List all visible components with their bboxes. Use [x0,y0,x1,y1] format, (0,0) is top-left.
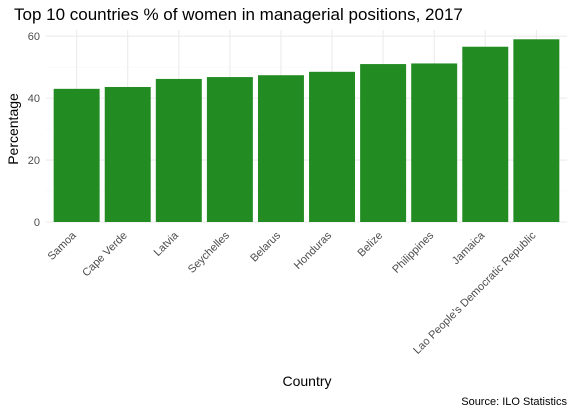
bar [360,64,407,222]
bar [104,86,151,222]
y-axis-title: Percentage [5,93,21,165]
x-tick-label: Belize [356,230,386,260]
chart-caption: Source: ILO Statistics [461,396,567,408]
bar [53,88,100,222]
bar [309,71,356,222]
y-tick-label: 20 [28,155,40,167]
x-tick-label: Samoa [46,229,80,263]
bar [257,75,304,222]
chart-title: Top 10 countries % of women in manageria… [14,5,463,24]
bar [462,46,509,222]
y-tick-label: 40 [28,93,40,105]
bar [155,78,202,222]
bars [53,39,560,223]
x-tick-label: Philippines [390,229,436,275]
x-tick-label: Jamaica [450,229,488,267]
x-axis-ticks: Samoa Cape Verde Latvia Seychelles Belarus Ho… [46,229,539,357]
x-tick-label: Honduras [292,229,335,272]
x-axis-title: Country [282,373,331,389]
x-tick-label: Seychelles [186,229,232,275]
x-tick-label: Cape Verde [80,230,130,280]
x-tick-label: Belarus [248,229,283,264]
bar [206,77,253,222]
bar [411,63,458,222]
y-tick-label: 60 [28,31,40,43]
x-tick-label: Latvia [152,229,182,259]
y-axis-ticks: 0 20 40 60 [28,31,40,229]
y-tick-label: 0 [34,217,40,229]
bar [513,39,560,223]
